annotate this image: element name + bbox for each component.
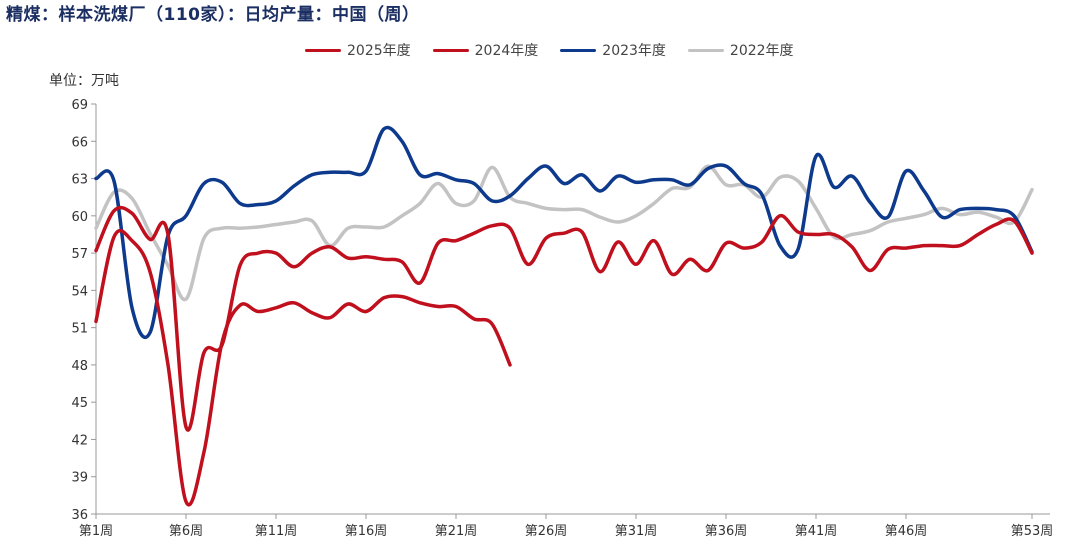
x-tick-label: 第1周 xyxy=(79,524,113,539)
x-tick-label: 第21周 xyxy=(435,524,478,539)
y-tick-label: 48 xyxy=(71,359,88,374)
series-line-2022 xyxy=(94,164,1034,302)
legend-item-2024[interactable]: 2024年度 xyxy=(432,40,539,60)
y-tick-label: 63 xyxy=(71,173,88,188)
x-tick-label: 第46周 xyxy=(885,524,928,539)
legend-label-2025: 2025年度 xyxy=(347,43,411,59)
y-tick-label: 60 xyxy=(71,210,88,225)
y-tick-label: 36 xyxy=(71,508,88,523)
legend-item-2023[interactable]: 2023年度 xyxy=(560,40,666,60)
x-tick-label: 第26周 xyxy=(525,524,568,539)
y-tick-label: 69 xyxy=(71,98,88,113)
legend-label-2022: 2022年度 xyxy=(729,43,794,59)
y-axis-unit-label: 单位：万吨 xyxy=(49,73,119,89)
chart-legend: 2025年度 2024年度 2023年度 2022年度 xyxy=(305,40,794,60)
legend-swatch-2025 xyxy=(305,48,341,52)
chart-title: 精煤：样本洗煤厂（110家）：日均产量：中国（周） xyxy=(6,5,420,25)
y-tick-label: 57 xyxy=(71,247,88,262)
series-line-2024 xyxy=(94,205,1034,432)
x-tick-label: 第41周 xyxy=(795,524,838,539)
legend-swatch-2023 xyxy=(560,48,597,52)
y-tick-label: 39 xyxy=(71,471,88,486)
x-tick-label: 第11周 xyxy=(255,524,298,539)
series-line-2023 xyxy=(94,125,1034,340)
x-tick-label: 第53周 xyxy=(1011,524,1054,539)
x-tick-label: 第6周 xyxy=(169,524,203,539)
legend-swatch-2024 xyxy=(432,48,469,52)
y-tick-label: 66 xyxy=(71,135,88,150)
legend-label-2023: 2023年度 xyxy=(602,43,666,59)
legend-swatch-2022 xyxy=(687,48,724,52)
y-tick-label: 54 xyxy=(71,284,88,299)
x-tick-label: 第16周 xyxy=(345,524,388,539)
series-line-2025 xyxy=(94,228,512,507)
y-tick-label: 45 xyxy=(71,396,88,411)
y-tick-label: 51 xyxy=(71,322,88,337)
x-tick-label: 第36周 xyxy=(705,524,748,539)
legend-item-2025[interactable]: 2025年度 xyxy=(305,40,411,60)
legend-label-2024: 2024年度 xyxy=(474,43,539,59)
y-tick-label: 42 xyxy=(71,433,88,448)
legend-item-2022[interactable]: 2022年度 xyxy=(687,40,794,60)
x-tick-label: 第31周 xyxy=(615,524,658,539)
